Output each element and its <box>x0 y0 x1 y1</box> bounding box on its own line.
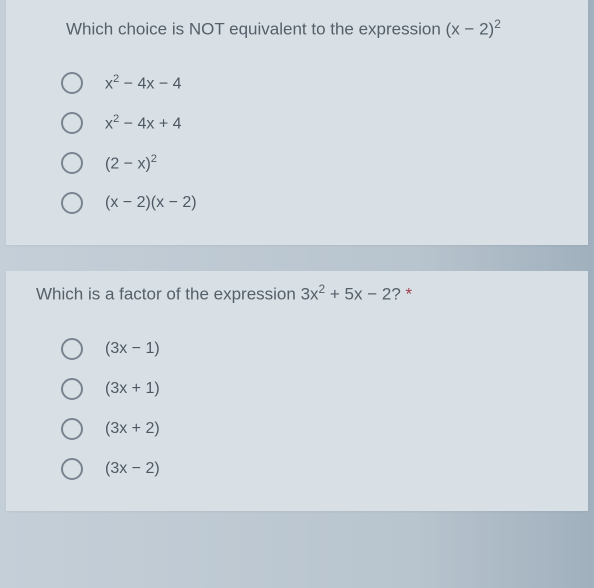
q1-prompt-text: Which choice is NOT equivalent to the ex… <box>66 20 494 39</box>
card-gap <box>0 263 594 271</box>
q2-option-c-label: (3x + 2) <box>105 420 160 438</box>
q2-option-b[interactable]: (3x + 1) <box>26 369 568 409</box>
radio-icon <box>61 338 83 360</box>
required-asterisk: * <box>406 285 413 304</box>
q2-option-a-label: (3x − 1) <box>105 340 160 358</box>
radio-icon <box>61 378 83 400</box>
q1-option-c[interactable]: (2 − x)2 <box>26 143 568 183</box>
q1-option-d-label: (x − 2)(x − 2) <box>105 194 197 212</box>
opt-text: − 4x − 4 <box>119 76 181 93</box>
question-card-1: Which choice is NOT equivalent to the ex… <box>6 0 588 245</box>
q2-option-a[interactable]: (3x − 1) <box>26 329 568 369</box>
q2-option-d-label: (3x − 2) <box>105 460 160 478</box>
q1-option-c-label: (2 − x)2 <box>105 153 157 173</box>
q2-option-d[interactable]: (3x − 2) <box>26 449 568 489</box>
opt-text: x <box>105 76 113 93</box>
opt-sup: 2 <box>151 153 157 165</box>
q2-prompt-pre: Which is a factor of the expression 3x <box>36 285 319 304</box>
opt-text: (x − 2)(x − 2) <box>105 194 197 211</box>
q1-option-b[interactable]: x2 − 4x + 4 <box>26 103 568 143</box>
q1-option-a[interactable]: x2 − 4x − 4 <box>26 63 568 103</box>
opt-text: (2 − x) <box>105 156 151 173</box>
radio-icon <box>61 192 83 214</box>
question-2-prompt: Which is a factor of the expression 3x2 … <box>26 271 568 328</box>
q2-prompt-post: + 5x − 2? <box>325 285 405 304</box>
opt-text: − 4x + 4 <box>119 116 181 133</box>
radio-icon <box>61 152 83 174</box>
question-card-2: Which is a factor of the expression 3x2 … <box>6 271 588 510</box>
q2-option-b-label: (3x + 1) <box>105 380 160 398</box>
q1-option-a-label: x2 − 4x − 4 <box>105 73 182 93</box>
radio-icon <box>61 72 83 94</box>
radio-icon <box>61 112 83 134</box>
q1-prompt-sup: 2 <box>494 17 501 31</box>
q1-option-b-label: x2 − 4x + 4 <box>105 113 182 133</box>
radio-icon <box>61 418 83 440</box>
q1-option-d[interactable]: (x − 2)(x − 2) <box>26 183 568 223</box>
radio-icon <box>61 458 83 480</box>
q2-option-c[interactable]: (3x + 2) <box>26 409 568 449</box>
question-1-prompt: Which choice is NOT equivalent to the ex… <box>26 6 568 63</box>
opt-text: x <box>105 116 113 133</box>
